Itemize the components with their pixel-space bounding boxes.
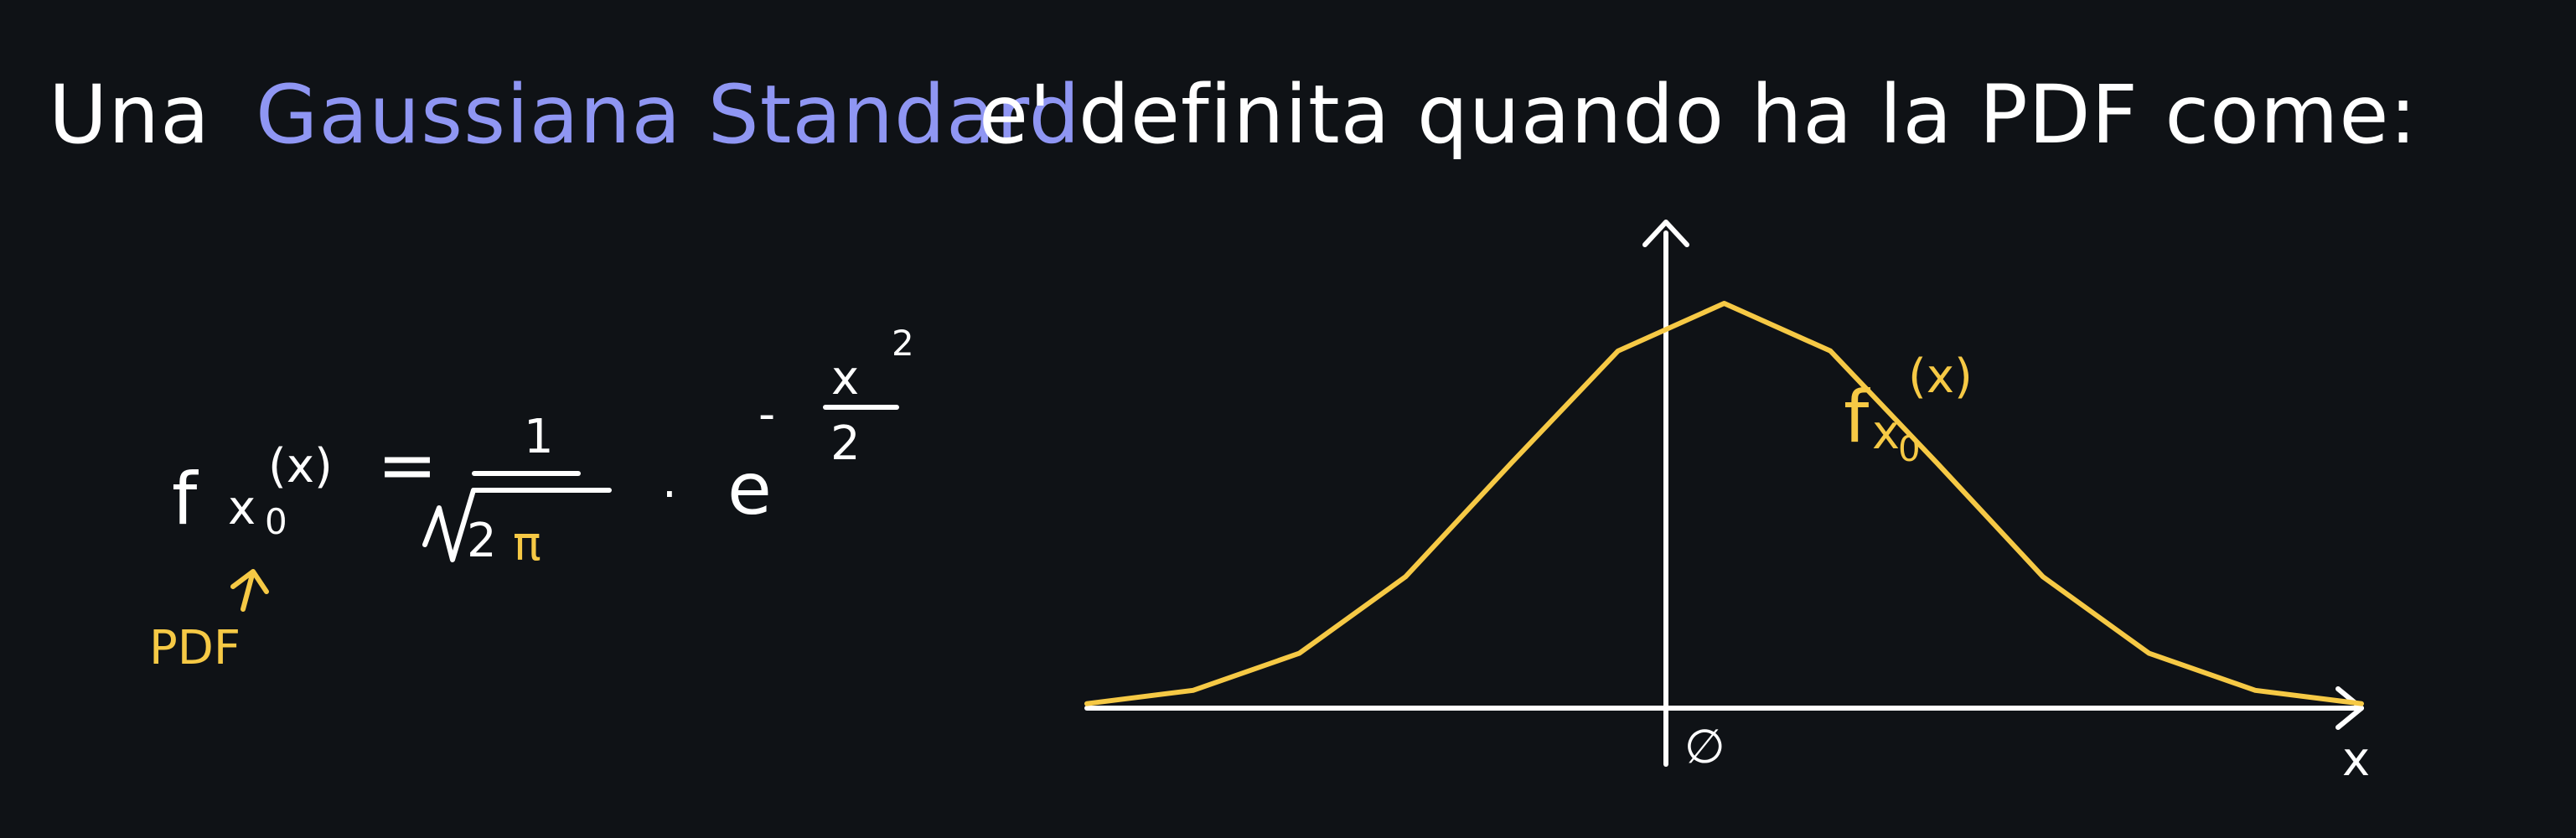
heading-part-2: Gaussiana Standard [256, 68, 1081, 162]
gaussian-curve [1084, 301, 2364, 706]
graph-label-function: f [1844, 375, 1870, 459]
formula-radicand-pi: π [513, 517, 541, 572]
heading-part-1: Una [49, 68, 210, 162]
formula-radicand-two: 2 [467, 514, 497, 568]
formula-function-symbol: f [172, 458, 199, 541]
gaussian-graph: ∅ x f x 0 (x) [1084, 220, 2370, 787]
formula-exp-numerator: x [831, 351, 859, 406]
formula-dot: · [662, 468, 677, 522]
graph-label-argument: (x) [1908, 349, 1973, 404]
pdf-annotation: PDF [149, 621, 241, 675]
formula-square-root [422, 488, 612, 562]
formula-numerator: 1 [524, 410, 554, 464]
graph-label-sub-x: x [1872, 406, 1900, 460]
formula-subscript-x: x [228, 481, 256, 535]
graph-label-sub-zero: 0 [1898, 428, 1921, 469]
formula-equals: = [377, 423, 437, 507]
pdf-formula: f x 0 (x) = 1 2 π · e - x 2 2 PDF [149, 323, 914, 675]
x-axis-label: x [2342, 732, 2370, 787]
pdf-arrow-icon [230, 569, 269, 612]
formula-exp-power: 2 [892, 323, 914, 364]
formula-exp-sign: - [758, 387, 775, 442]
heading-part-3: e' definita quando ha la PDF come: [979, 68, 2418, 162]
formula-exp-denominator: 2 [830, 416, 861, 471]
y-axis-arrow-icon [1642, 220, 1689, 247]
x-axis-arrow-icon [2335, 686, 2364, 730]
formula-subscript-zero: 0 [265, 501, 287, 542]
formula-argument: (x) [268, 439, 333, 494]
formula-exp-base: e [727, 447, 772, 531]
origin-label: ∅ [1684, 720, 1725, 774]
